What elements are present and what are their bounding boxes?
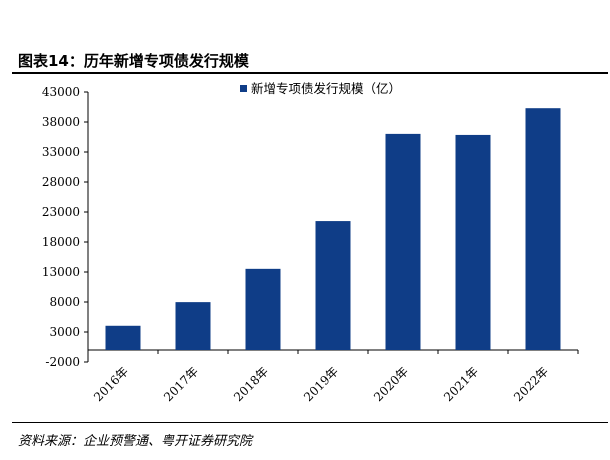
legend-label: 新增专项债发行规模（亿） xyxy=(251,81,401,96)
x-tick-label: 2020年 xyxy=(371,364,411,404)
x-tick-label: 2016年 xyxy=(91,364,131,404)
bar-2022年 xyxy=(525,108,561,350)
figure-title: 图表14：历年新增专项债发行规模 xyxy=(18,52,249,70)
x-tick-label: 2019年 xyxy=(301,364,341,404)
y-tick-label: 8000 xyxy=(49,295,80,309)
y-tick-label: -2000 xyxy=(45,355,80,369)
x-tick-label: 2017年 xyxy=(161,364,201,404)
legend: 新增专项债发行规模（亿） xyxy=(240,81,401,96)
bar-2018年 xyxy=(245,268,281,350)
y-tick-label: 23000 xyxy=(42,205,80,219)
bar-2016年 xyxy=(105,325,141,350)
y-tick-label: 43000 xyxy=(42,85,80,99)
y-tick-label: 28000 xyxy=(42,175,80,189)
y-tick-label: 3000 xyxy=(49,325,80,339)
y-tick-label: 33000 xyxy=(42,145,80,159)
x-tick-label: 2021年 xyxy=(441,364,481,404)
bar-2020年 xyxy=(385,133,421,350)
y-tick-label: 13000 xyxy=(42,265,80,279)
bar-2019年 xyxy=(315,221,351,350)
y-tick-label: 38000 xyxy=(42,115,80,129)
bar-2021年 xyxy=(455,134,491,350)
x-axis: 2016年 2017年 2018年 2019年 2020年 2021年 2022年 xyxy=(87,349,579,404)
bar-2017年 xyxy=(175,302,211,350)
y-axis: -2000 3000 8000 13000 18000 23000 28000 33000 38… xyxy=(42,85,89,369)
x-tick-label: 2018年 xyxy=(231,364,271,404)
title-rule xyxy=(12,72,608,74)
bars xyxy=(105,108,561,350)
source-note: 资料来源：企业预警通、粤开证券研究院 xyxy=(18,434,253,449)
y-tick-label: 18000 xyxy=(42,235,80,249)
legend-swatch xyxy=(240,85,247,92)
source-rule xyxy=(12,422,608,423)
x-tick-label: 2022年 xyxy=(511,364,551,404)
